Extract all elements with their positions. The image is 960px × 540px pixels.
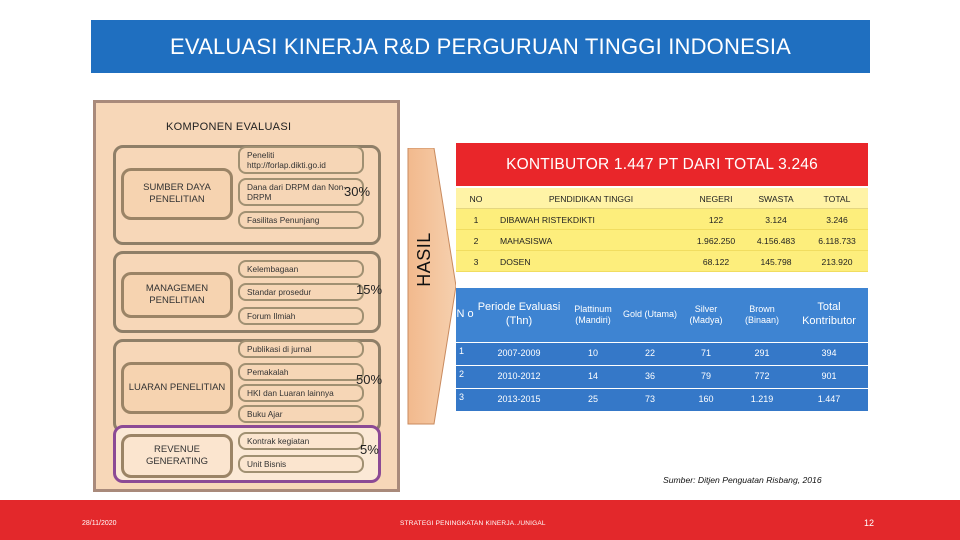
cell-gold: 73 bbox=[644, 394, 655, 405]
cell-plattinum: 10 bbox=[587, 348, 598, 359]
cell-name: DOSEN bbox=[500, 256, 531, 267]
cell-no: 3 bbox=[459, 392, 465, 402]
table-row: 2 MAHASISWA 1.962.250 4.156.483 6.118.73… bbox=[456, 230, 868, 251]
group-managemen: MANAGEMEN PENELITIAN Kelembagaan Standar… bbox=[113, 251, 383, 333]
header-no: N o bbox=[456, 308, 474, 321]
cell-plattinum: 25 bbox=[587, 394, 598, 405]
cell-name: MAHASISWA bbox=[500, 235, 553, 246]
percent-revenue: 5% bbox=[360, 442, 379, 457]
cell-silver: 71 bbox=[700, 348, 711, 359]
hasil-arrow-icon bbox=[407, 148, 456, 425]
source-note: Sumber: Ditjen Penguatan Risbang, 2016 bbox=[663, 475, 822, 485]
cell-periode: 2010-2012 bbox=[497, 371, 541, 382]
contributor-banner: KONTIBUTOR 1.447 PT DARI TOTAL 3.246 bbox=[456, 143, 868, 186]
percent-sumber-daya: 30% bbox=[344, 184, 371, 199]
page-title: EVALUASI KINERJA R&D PERGURUAN TINGGI IN… bbox=[169, 33, 792, 59]
footer-bar: 28/11/2020 STRATEGI PENINGKATAN KINERJA.… bbox=[0, 500, 960, 540]
item-hki: HKI dan Luaran lainnya bbox=[238, 384, 364, 402]
header-total: TOTAL bbox=[823, 193, 851, 204]
components-panel: KOMPONEN EVALUASI SUMBER DAYA PENELITIAN… bbox=[93, 100, 400, 492]
cell-negeri: 68.122 bbox=[702, 256, 730, 267]
cell-name: DIBAWAH RISTEKDIKTI bbox=[500, 214, 595, 225]
header-plattinum: Plattinum (Mandiri) bbox=[574, 303, 612, 325]
item-kelembagaan: Kelembagaan bbox=[238, 260, 364, 278]
cell-total: 901 bbox=[821, 371, 837, 382]
cell-total: 1.447 bbox=[817, 394, 841, 405]
category-luaran: LUARAN PENELITIAN bbox=[121, 362, 233, 414]
header-silver: Silver (Madya) bbox=[689, 303, 723, 325]
cell-total: 394 bbox=[821, 348, 837, 359]
cell-swasta: 145.798 bbox=[760, 256, 792, 267]
category-sumber-daya: SUMBER DAYA PENELITIAN bbox=[121, 168, 233, 220]
category-managemen: MANAGEMEN PENELITIAN bbox=[121, 272, 233, 318]
header-brown: Brown (Binaan) bbox=[744, 303, 780, 325]
cell-total: 6.118.733 bbox=[818, 235, 856, 246]
page-number: 12 bbox=[864, 518, 875, 528]
cell-no: 2 bbox=[459, 369, 465, 379]
table-row: 3 2013-2015 25 73 160 1.219 1.447 bbox=[456, 388, 868, 411]
footer-center-text: STRATEGI PENINGKATAN KINERJA../UNIGAL bbox=[400, 520, 546, 527]
table-header-row: NO PENDIDIKAN TINGGI NEGERI SWASTA TOTAL bbox=[456, 188, 868, 209]
item-buku-ajar: Buku Ajar bbox=[238, 405, 364, 423]
contributor-table: N o Periode Evaluasi (Thn) Plattinum (Ma… bbox=[456, 288, 868, 411]
header-negeri: NEGERI bbox=[699, 193, 733, 204]
header-pendidikan: PENDIDIKAN TINGGI bbox=[548, 193, 634, 204]
cell-swasta: 4.156.483 bbox=[756, 235, 796, 246]
cell-silver: 79 bbox=[700, 371, 711, 382]
contributor-text: KONTIBUTOR 1.447 PT DARI TOTAL 3.246 bbox=[506, 155, 818, 173]
group-sumber-daya: SUMBER DAYA PENELITIAN Peneliti http://f… bbox=[113, 145, 381, 245]
item-fasilitas: Fasilitas Penunjang bbox=[238, 211, 364, 229]
footer-date: 28/11/2020 bbox=[82, 520, 117, 527]
cell-total: 3.246 bbox=[826, 214, 848, 225]
table-header-row: N o Periode Evaluasi (Thn) Plattinum (Ma… bbox=[456, 288, 868, 342]
cell-no: 2 bbox=[473, 235, 479, 246]
hasil-label: HASIL bbox=[413, 231, 434, 287]
cell-gold: 36 bbox=[644, 371, 655, 382]
cell-periode: 2013-2015 bbox=[497, 394, 541, 405]
cell-plattinum: 14 bbox=[587, 371, 598, 382]
header-total-kontributor: Total Kontributor bbox=[802, 301, 856, 327]
cell-no: 1 bbox=[459, 346, 465, 356]
cell-periode: 2007-2009 bbox=[497, 348, 541, 359]
cell-silver: 160 bbox=[698, 394, 714, 405]
item-dana: Dana dari DRPM dan Non-DRPM bbox=[238, 178, 364, 206]
institution-table: NO PENDIDIKAN TINGGI NEGERI SWASTA TOTAL… bbox=[456, 188, 868, 272]
item-pemakalah: Pemakalah bbox=[238, 363, 364, 381]
item-standar-prosedur: Standar prosedur bbox=[238, 283, 364, 301]
cell-no: 1 bbox=[473, 214, 479, 225]
cell-swasta: 3.124 bbox=[765, 214, 787, 225]
cell-brown: 291 bbox=[754, 348, 770, 359]
cell-negeri: 1.962.250 bbox=[696, 235, 736, 246]
cell-brown: 772 bbox=[754, 371, 770, 382]
title-banner: EVALUASI KINERJA R&D PERGURUAN TINGGI IN… bbox=[91, 20, 870, 73]
item-kontrak: Kontrak kegiatan bbox=[238, 432, 364, 450]
cell-no: 3 bbox=[473, 256, 479, 267]
hasil-label-wrap: HASIL bbox=[404, 214, 444, 304]
header-no: NO bbox=[469, 193, 483, 204]
cell-total: 213.920 bbox=[821, 256, 853, 267]
table-row: 2 2010-2012 14 36 79 772 901 bbox=[456, 365, 868, 388]
group-luaran: LUARAN PENELITIAN Publikasi di jurnal Pe… bbox=[113, 339, 383, 433]
item-forum-ilmiah: Forum Ilmiah bbox=[238, 307, 364, 325]
cell-gold: 22 bbox=[644, 348, 655, 359]
item-unit-bisnis: Unit Bisnis bbox=[238, 455, 364, 473]
category-revenue: REVENUE GENERATING bbox=[121, 434, 233, 478]
item-publikasi: Publikasi di jurnal bbox=[238, 340, 364, 358]
header-periode: Periode Evaluasi (Thn) bbox=[477, 301, 561, 327]
cell-negeri: 122 bbox=[708, 214, 724, 225]
table-row: 3 DOSEN 68.122 145.798 213.920 bbox=[456, 251, 868, 272]
table-row: 1 DIBAWAH RISTEKDIKTI 122 3.124 3.246 bbox=[456, 209, 868, 230]
percent-luaran: 50% bbox=[356, 372, 383, 387]
group-revenue: REVENUE GENERATING Kontrak kegiatan Unit… bbox=[113, 425, 381, 483]
cell-brown: 1.219 bbox=[750, 394, 774, 405]
percent-managemen: 15% bbox=[356, 282, 383, 297]
table-row: 1 2007-2009 10 22 71 291 394 bbox=[456, 342, 868, 365]
item-peneliti: Peneliti http://forlap.dikti.go.id bbox=[238, 146, 364, 174]
header-swasta: SWASTA bbox=[758, 193, 794, 204]
header-gold: Gold (Utama) bbox=[622, 309, 677, 320]
panel-title: KOMPONEN EVALUASI bbox=[166, 121, 292, 133]
